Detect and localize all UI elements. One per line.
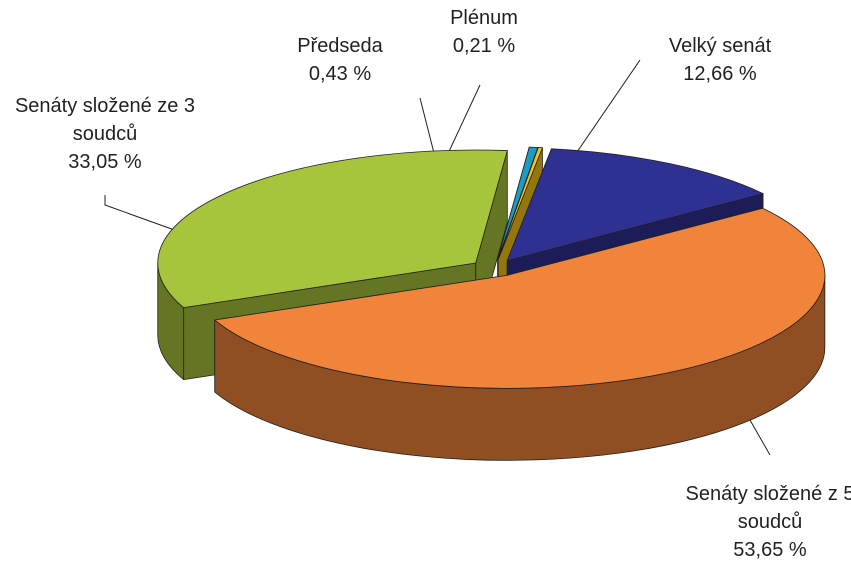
leader-line xyxy=(749,419,771,456)
label: Plénum 0,21 % xyxy=(424,4,544,60)
label-name: Předseda xyxy=(297,35,383,57)
leader-line xyxy=(444,84,481,161)
label: Předseda 0,43 % xyxy=(280,32,400,88)
leader-line xyxy=(419,97,436,158)
label: Senáty složené z 5 soudců 53,65 % xyxy=(680,480,851,564)
label-name: Velký senát xyxy=(668,35,772,57)
slice-top xyxy=(497,146,539,260)
label-value: 53,65 % xyxy=(733,539,807,561)
label-value: 0,43 % xyxy=(308,63,372,85)
slice-top xyxy=(214,207,826,389)
label-value: 0,21 % xyxy=(452,35,516,57)
slice xyxy=(214,207,826,461)
label: Senáty složené ze 3 soudců 33,05 % xyxy=(5,92,205,176)
slices xyxy=(157,146,826,461)
slice-top xyxy=(497,147,543,260)
leader-line xyxy=(574,59,641,156)
label-value: 33,05 % xyxy=(68,151,142,173)
label: Velký senát 12,66 % xyxy=(630,32,810,88)
label-value: 12,66 % xyxy=(683,63,757,85)
label-name: Senáty složené ze 3 soudců xyxy=(14,95,196,145)
leader-line xyxy=(104,195,181,233)
label-name: Plénum xyxy=(450,7,518,29)
label-name: Senáty složené z 5 soudců xyxy=(685,483,851,533)
slice-top xyxy=(157,149,508,309)
slice-top xyxy=(506,148,764,262)
